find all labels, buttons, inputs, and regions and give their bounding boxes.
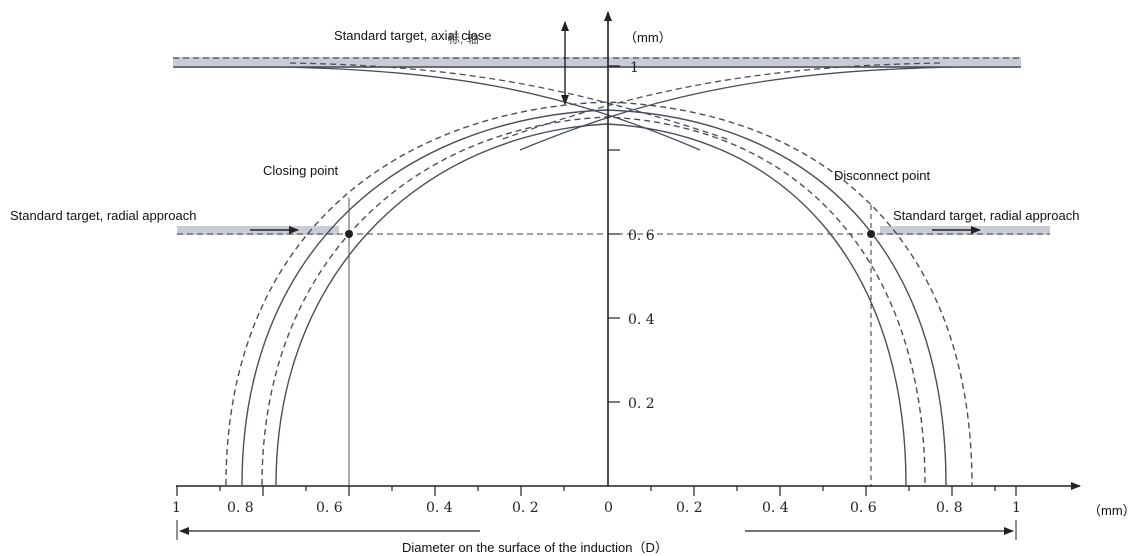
x-tick-label-left-0-4: 0. 4 bbox=[426, 500, 453, 516]
axial-curve-right-dashed bbox=[499, 62, 941, 141]
x-tick-label-right-0-8: 0. 8 bbox=[936, 500, 963, 516]
radial-approach-left-label: Standard target, radial approach bbox=[10, 208, 197, 223]
x-tick-label-right-1: 1 bbox=[1012, 500, 1021, 516]
axial-close-label: Standard target, axial close bbox=[334, 28, 492, 43]
y-tick-label-1: 1 bbox=[630, 60, 639, 76]
axial-curves bbox=[274, 62, 961, 151]
axial-curve-left-solid bbox=[274, 66, 701, 151]
y-tick-label-0-2: 0. 2 bbox=[628, 396, 655, 412]
x-tick-label-zero: 0 bbox=[604, 500, 613, 516]
x-tick-label-left-0-8: 0. 8 bbox=[227, 500, 254, 516]
x-tick-label-left-1: 1 bbox=[172, 500, 181, 516]
x-tick-label-left-0-6: 0. 6 bbox=[316, 500, 343, 516]
inner-dashed-arc bbox=[261, 116, 926, 486]
axial-close-overlap-label: 标, 轴 bbox=[448, 32, 479, 46]
x-tick-label-right-0-2: 0. 2 bbox=[676, 500, 703, 516]
outer-dashed-arc bbox=[225, 101, 973, 486]
axial-target-band bbox=[173, 57, 1021, 68]
x-tick-label-right-0-4: 0. 4 bbox=[762, 500, 789, 516]
y-tick-label-0-4: 0. 4 bbox=[628, 312, 655, 328]
y-axis-ticks bbox=[608, 65, 620, 403]
diameter-label: Diameter on the surface of the induction… bbox=[402, 540, 668, 555]
axial-curve-right-solid bbox=[519, 66, 961, 151]
inner-solid-arc bbox=[275, 123, 907, 486]
x-axis-ticks bbox=[176, 486, 1017, 496]
x-tick-label-right-0-6: 0. 6 bbox=[850, 500, 877, 516]
radial-approach-right-label: Standard target, radial approach bbox=[893, 208, 1080, 223]
outer-solid-arc bbox=[241, 109, 947, 486]
disconnect-point-marker bbox=[867, 230, 875, 238]
closing-point-marker bbox=[345, 230, 353, 238]
axial-curve-left-dashed bbox=[289, 62, 731, 141]
disconnect-point-label: Disconnect point bbox=[834, 168, 931, 183]
x-axis-unit-label: （mm） bbox=[1088, 503, 1136, 518]
closing-point-label: Closing point bbox=[263, 163, 339, 178]
sensing-curves bbox=[225, 101, 973, 486]
y-axis-unit-label: （mm） bbox=[624, 30, 672, 45]
x-tick-label-left-0-2: 0. 2 bbox=[512, 500, 539, 516]
y-tick-label-0-6: 0. 6 bbox=[628, 228, 655, 244]
